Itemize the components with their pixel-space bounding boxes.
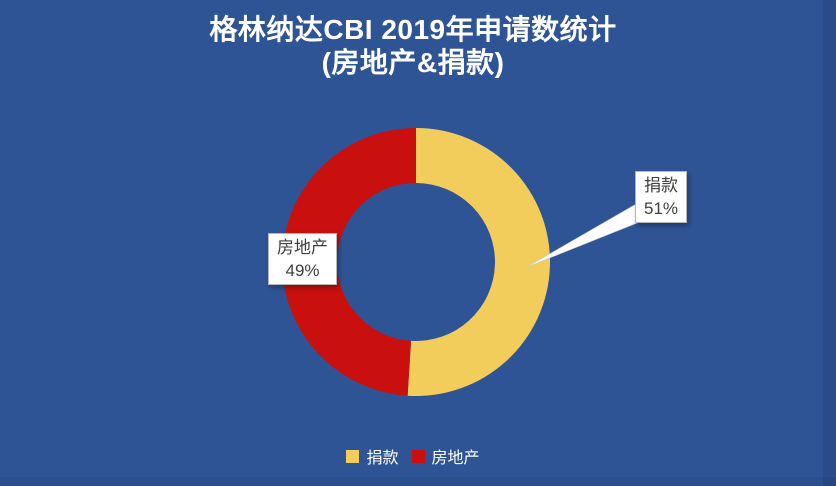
donut-chart (281, 128, 550, 396)
legend-item-realestate: 房地产 (411, 444, 480, 468)
chart-title-line1: 格林纳达CBI 2019年申请数统计 (209, 14, 617, 45)
data-label-realestate-percent: 49% (285, 261, 320, 280)
legend-swatch-realestate (411, 449, 425, 463)
donut-slice-1 (281, 128, 416, 396)
chart-legend: 捐款 房地产 (0, 444, 826, 468)
legend-item-donation: 捐款 (346, 444, 399, 468)
data-label-realestate-name: 房地产 (277, 238, 328, 257)
chart-title: 格林纳达CBI 2019年申请数统计 (房地产&捐款) (0, 13, 826, 79)
data-label-donation-percent: 51% (644, 199, 679, 218)
data-label-donation-name: 捐款 (644, 176, 679, 195)
data-label-donation: 捐款 51% (635, 171, 688, 223)
legend-swatch-donation (346, 449, 360, 463)
legend-label-realestate: 房地产 (431, 450, 480, 467)
donut-slice-0 (407, 128, 550, 396)
chart-title-line2: (房地产&捐款) (321, 47, 505, 78)
data-label-realestate: 房地产 49% (268, 233, 337, 285)
legend-label-donation: 捐款 (366, 450, 399, 467)
